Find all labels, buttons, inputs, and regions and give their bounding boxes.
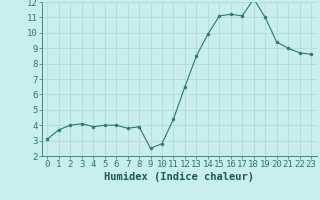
X-axis label: Humidex (Indice chaleur): Humidex (Indice chaleur)	[104, 172, 254, 182]
